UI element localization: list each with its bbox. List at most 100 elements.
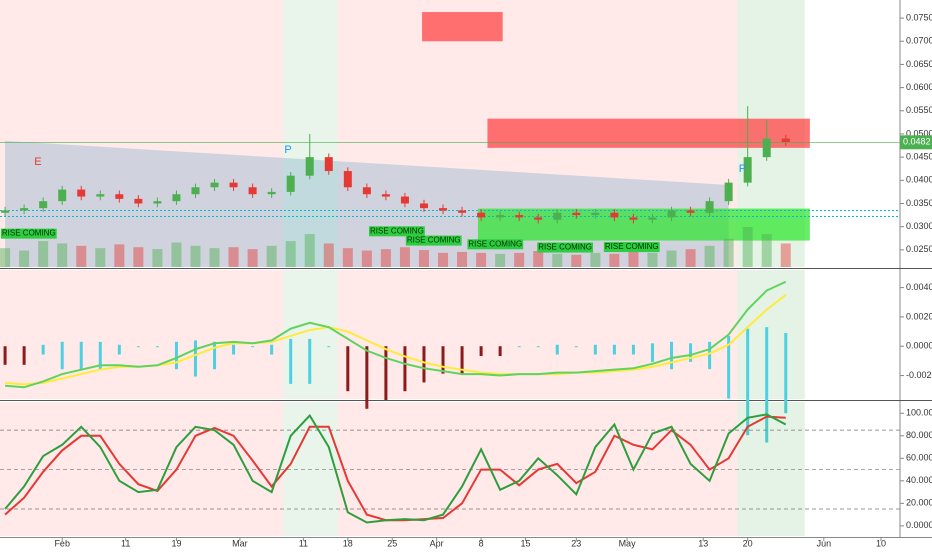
candle-body (705, 201, 714, 213)
volume-bar (114, 244, 125, 267)
histogram-bar (289, 338, 293, 384)
y-tick-label: 0.0020 (906, 311, 932, 321)
x-tick-label: 11 (299, 538, 308, 548)
histogram-bar (517, 346, 521, 348)
histogram-bar (327, 346, 331, 348)
volume-bar (19, 250, 30, 267)
candle-body (667, 210, 676, 218)
candle-body (172, 194, 181, 202)
y-tick-label: 0.0250 (906, 244, 932, 254)
histogram-bar (193, 340, 197, 377)
candle-body (724, 182, 733, 202)
volume-bar (247, 249, 258, 267)
histogram-bar (460, 346, 464, 374)
volume-bar (590, 252, 601, 267)
annotation: RISE COMING (407, 236, 461, 245)
zone (0, 0, 284, 267)
candle-body (419, 203, 428, 209)
histogram-bar (308, 338, 312, 384)
volume-bar (228, 247, 239, 267)
candle-body (458, 210, 467, 213)
candle-body (267, 191, 276, 195)
histogram-bar (79, 341, 83, 370)
candle-body (629, 217, 638, 220)
candle-body (286, 175, 295, 192)
last-price-box (900, 135, 932, 150)
volume-bar (266, 245, 277, 267)
y-tick-label: 0.0750 (906, 12, 932, 22)
candle-body (39, 201, 48, 209)
zone (0, 402, 284, 536)
histogram-bar (346, 346, 350, 392)
candle-body (477, 212, 486, 218)
x-tick-label: 25 (387, 538, 397, 548)
x-tick-label: 8 (479, 538, 484, 548)
volume-bar (285, 241, 296, 267)
y-tick-label: 0.0000 (906, 341, 932, 351)
volume-bar (780, 243, 791, 267)
volume-bar (647, 252, 658, 267)
volume-bar (666, 250, 677, 267)
y-tick-label: 0.0650 (906, 59, 932, 69)
volume-bar (361, 250, 372, 267)
x-tick-label: 13 (698, 538, 708, 548)
histogram-bar (174, 341, 178, 370)
zone (283, 0, 338, 267)
zone (737, 402, 805, 536)
volume-bar (323, 243, 334, 267)
histogram-bar (22, 346, 26, 365)
x-tick-label: Mar (232, 538, 248, 548)
volume-bar (342, 248, 353, 267)
candle-body (781, 138, 790, 143)
candle-body (610, 212, 619, 218)
y-tick-label: 0.0700 (906, 36, 932, 46)
histogram-bar (270, 344, 274, 355)
volume-bar (609, 253, 620, 267)
candle-body (553, 212, 562, 220)
x-tick-label: May (619, 538, 637, 548)
volume-bar (209, 248, 220, 267)
zone-box (422, 12, 503, 42)
candle-body (324, 157, 333, 172)
histogram-bar (3, 346, 7, 365)
candle-body (591, 212, 600, 216)
x-tick-label: 23 (571, 538, 581, 548)
histogram-bar (213, 341, 217, 370)
y-tick-label: 0.0300 (906, 221, 932, 231)
volume-bar (304, 234, 315, 267)
candle-body (743, 157, 752, 183)
volume-bar (552, 253, 563, 267)
volume-bar (761, 234, 772, 267)
histogram-bar (365, 346, 369, 409)
annotation: RISE COMING (605, 242, 659, 251)
candle-body (1, 210, 10, 213)
volume-bar (95, 248, 106, 267)
x-tick-label: 20 (743, 538, 753, 548)
y-tick-label: 60.0000 (906, 453, 932, 463)
x-tick-label: Apr (430, 538, 444, 548)
y-tick-label: 100.0000 (906, 408, 932, 418)
candle-body (229, 182, 238, 188)
volume-bar (723, 238, 734, 267)
volume-bar (457, 251, 468, 267)
volume-bar (133, 247, 144, 267)
histogram-bar (727, 335, 731, 399)
y-tick-label: 0.0450 (906, 152, 932, 162)
volume-bar (742, 227, 753, 267)
annotation-bg (537, 242, 594, 253)
y-tick-label: 0.0400 (906, 175, 932, 185)
annotation-bg (369, 226, 425, 237)
volume-bar (57, 243, 68, 267)
indicator-line (5, 280, 787, 389)
zone-box (477, 208, 810, 241)
annotation: RISE COMING (2, 229, 56, 238)
histogram-bar (479, 346, 483, 357)
annotation-bg (603, 242, 660, 253)
volume-bar (0, 248, 11, 267)
histogram-bar (251, 346, 255, 348)
volume-bar (380, 249, 391, 267)
histogram-bar (441, 346, 445, 374)
